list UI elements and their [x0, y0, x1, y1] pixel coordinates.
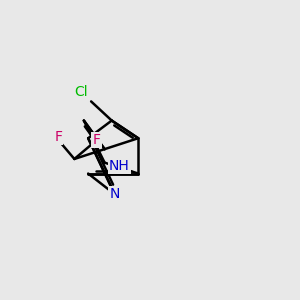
- Text: F: F: [92, 133, 101, 147]
- Text: Cl: Cl: [74, 85, 88, 99]
- Text: F: F: [54, 130, 62, 144]
- Text: NH: NH: [109, 159, 130, 172]
- Text: N: N: [110, 187, 120, 201]
